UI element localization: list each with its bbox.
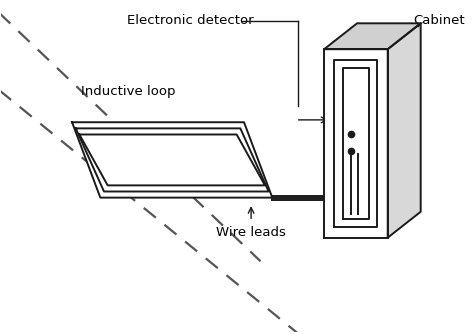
Text: Cabinet: Cabinet	[414, 14, 465, 27]
Text: Inductive loop: Inductive loop	[82, 85, 176, 98]
Polygon shape	[324, 49, 388, 238]
Polygon shape	[72, 122, 272, 198]
Polygon shape	[324, 23, 421, 49]
Polygon shape	[335, 59, 377, 227]
Text: Electronic detector: Electronic detector	[127, 14, 253, 27]
Polygon shape	[388, 23, 421, 238]
Text: Wire leads: Wire leads	[216, 226, 286, 239]
Polygon shape	[343, 68, 369, 219]
